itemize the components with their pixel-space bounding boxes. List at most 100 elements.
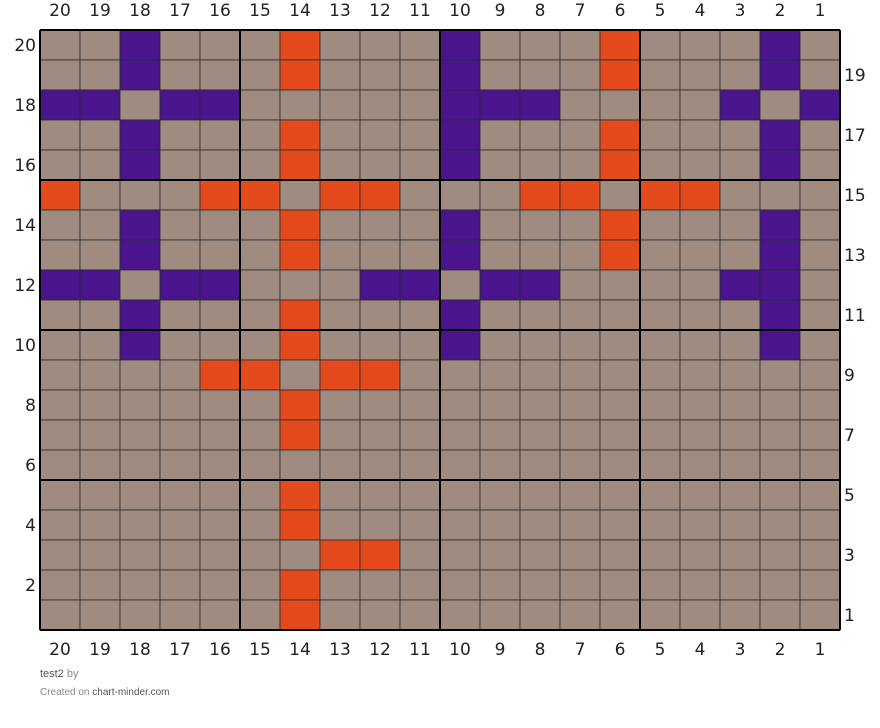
grid-cell bbox=[279, 449, 321, 481]
grid-cell bbox=[279, 179, 321, 211]
column-label-bottom: 1 bbox=[815, 640, 826, 660]
grid-cell bbox=[679, 479, 721, 511]
grid-cell bbox=[359, 509, 401, 541]
grid-cell bbox=[719, 419, 761, 451]
grid-cell bbox=[319, 209, 361, 241]
grid-cell bbox=[799, 329, 841, 361]
grid-cell bbox=[759, 389, 801, 421]
grid-cell bbox=[639, 539, 681, 571]
grid-cell bbox=[759, 509, 801, 541]
grid-cell bbox=[719, 209, 761, 241]
grid-cell bbox=[159, 569, 201, 601]
grid-cell bbox=[79, 299, 121, 331]
grid-cell bbox=[79, 419, 121, 451]
grid-cell bbox=[599, 479, 641, 511]
grid-cell bbox=[119, 419, 161, 451]
grid-cell bbox=[719, 59, 761, 91]
grid-cell bbox=[239, 509, 281, 541]
grid-cell bbox=[199, 599, 241, 631]
grid-cell bbox=[119, 89, 161, 121]
grid-cell bbox=[559, 359, 601, 391]
grid-cell bbox=[359, 479, 401, 511]
grid-cell bbox=[159, 389, 201, 421]
grid-cell bbox=[439, 509, 481, 541]
grid-cell bbox=[159, 359, 201, 391]
grid-cell bbox=[399, 239, 441, 271]
row-label-left: 6 bbox=[25, 456, 36, 476]
grid-cell bbox=[519, 419, 561, 451]
grid-cell bbox=[759, 449, 801, 481]
grid-cell bbox=[39, 569, 81, 601]
grid-cell bbox=[439, 449, 481, 481]
grid-cell bbox=[799, 59, 841, 91]
grid-cell bbox=[399, 599, 441, 631]
grid-cell bbox=[119, 359, 161, 391]
grid-cell bbox=[79, 89, 121, 121]
grid-cell bbox=[319, 149, 361, 181]
grid-cell bbox=[359, 539, 401, 571]
site-link[interactable]: chart-minder.com bbox=[92, 687, 170, 698]
grid-cell bbox=[119, 119, 161, 151]
grid-cell bbox=[679, 299, 721, 331]
grid-cell bbox=[479, 269, 521, 301]
grid-cell bbox=[239, 59, 281, 91]
grid-cell bbox=[79, 209, 121, 241]
grid-cell bbox=[759, 89, 801, 121]
row-label-left: 12 bbox=[14, 276, 36, 296]
grid-cell bbox=[439, 239, 481, 271]
grid-cell bbox=[319, 89, 361, 121]
column-label-bottom: 4 bbox=[695, 640, 706, 660]
grid-cell bbox=[479, 539, 521, 571]
grid-cell bbox=[479, 389, 521, 421]
grid-cell bbox=[799, 299, 841, 331]
grid-cell bbox=[119, 509, 161, 541]
grid-cell bbox=[319, 299, 361, 331]
grid-cell bbox=[559, 449, 601, 481]
grid-cell bbox=[639, 449, 681, 481]
grid-cell bbox=[559, 59, 601, 91]
grid-cell bbox=[639, 89, 681, 121]
grid-cell bbox=[639, 269, 681, 301]
grid-cell bbox=[519, 359, 561, 391]
grid-cell bbox=[559, 89, 601, 121]
grid-cell bbox=[759, 599, 801, 631]
grid-cell bbox=[759, 299, 801, 331]
grid-cell bbox=[799, 239, 841, 271]
grid-cell bbox=[159, 479, 201, 511]
grid-cell bbox=[79, 239, 121, 271]
grid-cell bbox=[639, 299, 681, 331]
grid-cell bbox=[599, 149, 641, 181]
grid-cell bbox=[639, 149, 681, 181]
column-label-top: 9 bbox=[495, 1, 506, 21]
grid-cell bbox=[439, 479, 481, 511]
grid-cell bbox=[439, 59, 481, 91]
grid-cell bbox=[79, 509, 121, 541]
grid-cell bbox=[719, 509, 761, 541]
grid-cell bbox=[319, 119, 361, 151]
grid-cell bbox=[79, 119, 121, 151]
grid-cell bbox=[679, 269, 721, 301]
grid-cell bbox=[119, 269, 161, 301]
grid-cell bbox=[559, 119, 601, 151]
grid-cell bbox=[519, 149, 561, 181]
grid-cell bbox=[679, 359, 721, 391]
grid-cell bbox=[239, 149, 281, 181]
grid-cell bbox=[799, 509, 841, 541]
grid-cell bbox=[559, 479, 601, 511]
grid-cell bbox=[319, 389, 361, 421]
grid-cell bbox=[399, 359, 441, 391]
row-label-left: 20 bbox=[14, 36, 36, 56]
column-label-bottom: 11 bbox=[409, 640, 431, 660]
grid-cell bbox=[359, 209, 401, 241]
grid-cell bbox=[799, 29, 841, 61]
grid-cell bbox=[279, 539, 321, 571]
grid-cell bbox=[399, 299, 441, 331]
grid-cell bbox=[519, 449, 561, 481]
grid-cell bbox=[159, 29, 201, 61]
grid-cell bbox=[239, 479, 281, 511]
grid-cell bbox=[359, 59, 401, 91]
grid-cell bbox=[559, 569, 601, 601]
grid-cell bbox=[239, 29, 281, 61]
grid-cell bbox=[439, 29, 481, 61]
grid-cell bbox=[559, 509, 601, 541]
